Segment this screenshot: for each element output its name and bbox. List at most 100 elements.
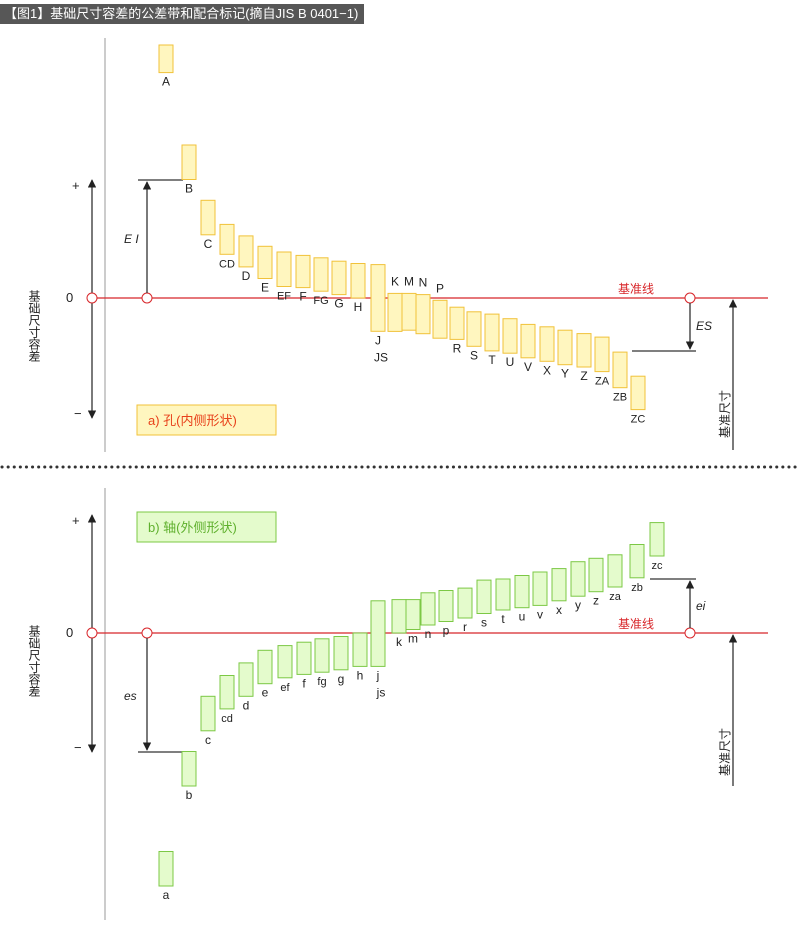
hole-band-t <box>484 313 500 352</box>
hole-band-a <box>158 44 174 74</box>
shaft-band-label-z: z <box>593 594 599 608</box>
hole-band-label-js-upper: JS <box>374 350 388 364</box>
shaft-es-label: es <box>124 689 137 703</box>
shaft-band-label-js-lower: js <box>376 685 386 699</box>
shaft-band-g <box>333 636 349 671</box>
hole-plus-label: + <box>72 178 80 193</box>
hole-band-z <box>576 333 592 368</box>
hole-band-v <box>520 323 536 359</box>
hole-es-label: ES <box>696 319 712 333</box>
hole-band-p <box>432 299 448 339</box>
shaft-band-label-x: x <box>556 603 562 617</box>
hole-band-label-ef: EF <box>277 291 291 303</box>
shaft-legend-label: b) 轴(外侧形状) <box>148 520 237 535</box>
shaft-basic-size-label: 基准尺寸 <box>718 728 732 776</box>
shaft-band-label-a: a <box>163 888 170 902</box>
shaft-minus-label: − <box>74 740 82 755</box>
hole-band-b <box>181 144 197 180</box>
hole-band-h <box>350 263 366 299</box>
shaft-band-label-k: k <box>396 635 403 649</box>
shaft-es-origin <box>141 627 153 639</box>
hole-band-label-p: P <box>436 281 444 295</box>
shaft-band-e <box>257 649 273 685</box>
hole-band-label-y: Y <box>561 367 569 381</box>
hole-band-label-zb: ZB <box>613 392 627 404</box>
hole-band-d <box>238 235 254 268</box>
shaft-band-label-t: t <box>501 612 505 626</box>
hole-band-fg <box>313 257 329 292</box>
shaft-ei-origin <box>684 627 696 639</box>
hole-axis-title: 基础尺寸容差 <box>27 290 41 362</box>
shaft-band-label-m: m <box>408 632 418 646</box>
shaft-band-h <box>352 632 368 667</box>
shaft-ei-label: ei <box>696 599 706 613</box>
hole-band-label-v: V <box>524 360 532 374</box>
shaft-band-cd <box>219 675 235 710</box>
hole-section: 基础尺寸容差 + 0 − 基准线 E I ES 基准尺寸 a) 孔(内侧形状) … <box>27 38 768 452</box>
shaft-band-label-p: p <box>443 624 450 638</box>
shaft-band-label-d: d <box>243 698 250 712</box>
hole-band-zb <box>612 351 628 389</box>
hole-band-f <box>295 254 311 289</box>
hole-band-u <box>502 318 518 354</box>
hole-band-ef <box>276 251 292 287</box>
hole-baseline-label: 基准线 <box>618 282 654 296</box>
shaft-band-label-za: za <box>609 591 622 603</box>
hole-zero-label: 0 <box>66 290 73 305</box>
shaft-band-ef <box>277 645 293 679</box>
shaft-zero-label: 0 <box>66 625 73 640</box>
shaft-band-label-y: y <box>575 598 581 612</box>
hole-band-e <box>257 245 273 280</box>
hole-band-label-t: T <box>488 353 496 367</box>
shaft-band-label-h: h <box>357 668 364 682</box>
hole-zero-marker-left <box>86 292 98 304</box>
shaft-band-label-zb: zb <box>631 582 643 594</box>
shaft-baseline-label: 基准线 <box>618 617 654 631</box>
hole-band-g <box>331 260 347 296</box>
hole-band-label-x: X <box>543 363 551 377</box>
shaft-band-label-f: f <box>302 676 306 690</box>
hole-minus-label: − <box>74 406 82 421</box>
shaft-band-fg <box>314 638 330 673</box>
hole-band-za <box>594 336 610 373</box>
shaft-legend-box <box>136 511 277 543</box>
hole-band-label-za: ZA <box>595 376 610 388</box>
shaft-band-x <box>551 568 567 602</box>
shaft-band-m <box>405 599 421 630</box>
shaft-band-za <box>607 554 623 588</box>
shaft-band-f <box>296 641 312 675</box>
shaft-band-a <box>158 851 174 887</box>
shaft-band-zb <box>629 544 645 579</box>
shaft-band-label-fg: fg <box>317 676 326 688</box>
hole-band-k <box>387 292 403 332</box>
shaft-band-u <box>514 575 530 609</box>
shaft-band-label-ef: ef <box>280 682 290 694</box>
shaft-plus-label: + <box>72 513 80 528</box>
shaft-axis-title: 基础尺寸容差 <box>27 625 41 697</box>
shaft-band-label-j: j <box>376 668 380 682</box>
figure-title: 【图1】基础尺寸容差的公差带和配合标记(摘自JIS B 0401−1) <box>0 4 365 24</box>
shaft-band-r <box>457 587 473 619</box>
shaft-band-v <box>532 571 548 606</box>
hole-band-label-j: J <box>375 333 381 347</box>
hole-band-label-e: E <box>261 280 269 294</box>
hole-band-label-g: G <box>334 297 343 311</box>
hole-es-origin <box>684 292 696 304</box>
shaft-band-zc <box>649 522 665 557</box>
hole-band-j <box>370 264 386 332</box>
hole-ei-label: E I <box>124 232 139 246</box>
shaft-band-label-v: v <box>537 607 543 621</box>
hole-band-x <box>539 326 555 362</box>
shaft-band-t <box>495 578 511 611</box>
shaft-band-k <box>391 599 407 634</box>
shaft-section: 基础尺寸容差 + 0 − 基准线 es ei 基准尺寸 b) 轴(外侧形状) a… <box>27 488 768 920</box>
hole-band-label-n: N <box>419 276 428 290</box>
shaft-band-d <box>238 662 254 697</box>
hole-band-label-k: K <box>391 274 399 288</box>
shaft-band-n <box>420 592 436 626</box>
shaft-band-z <box>588 557 604 593</box>
hole-band-r <box>449 306 465 340</box>
shaft-band-label-g: g <box>338 672 345 686</box>
